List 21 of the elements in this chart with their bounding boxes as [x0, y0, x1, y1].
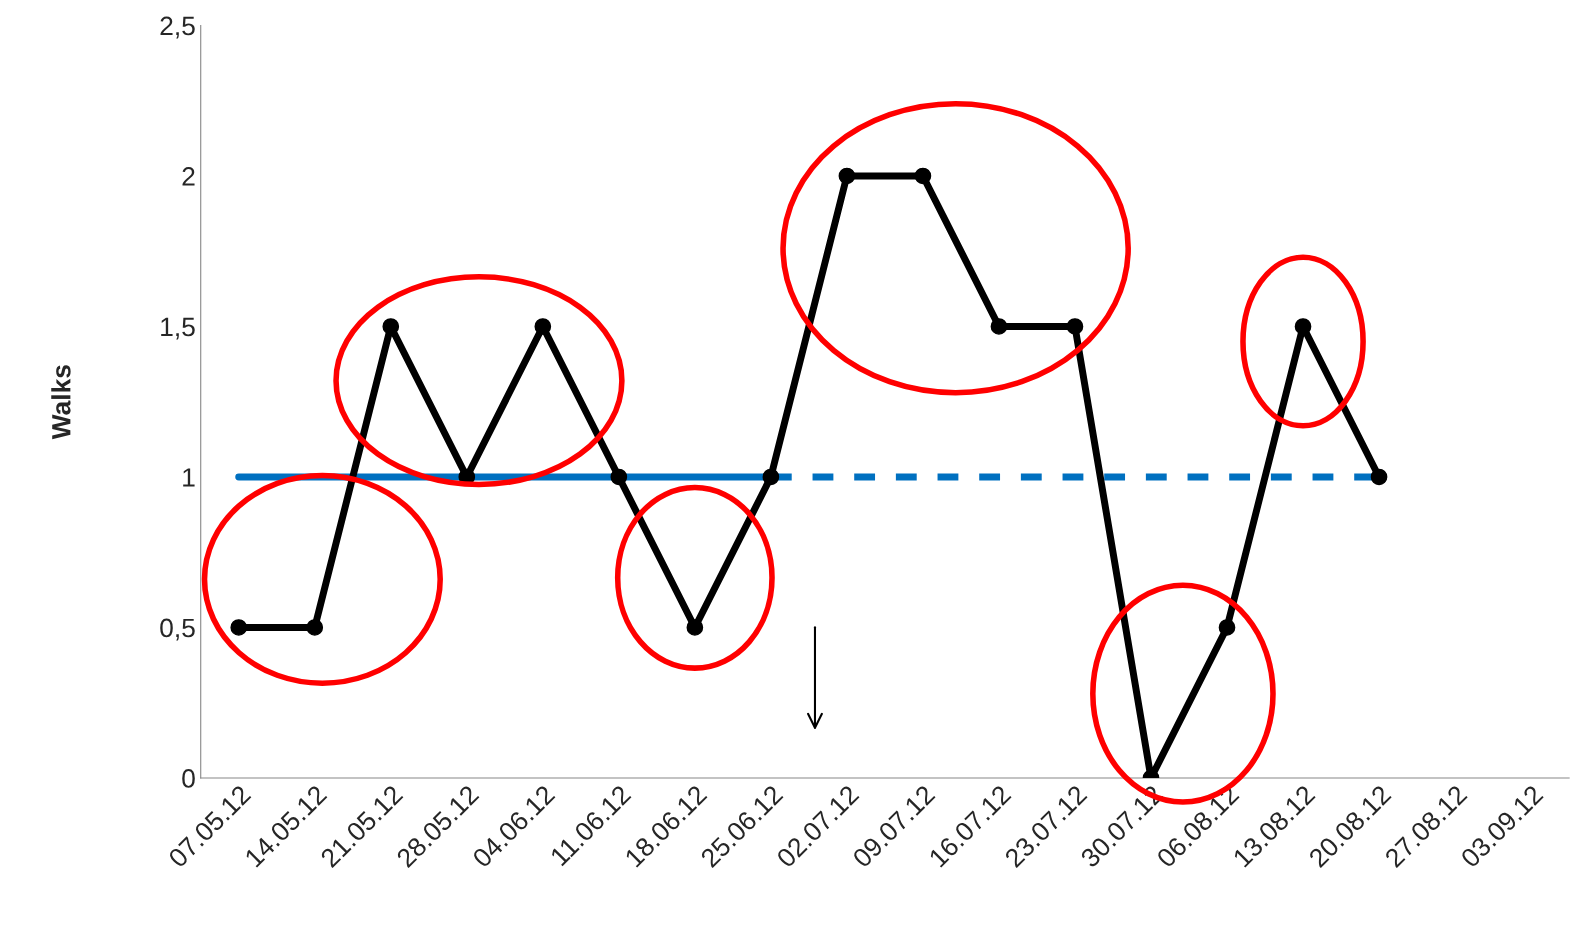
y-tick-label: 1 [183, 468, 195, 487]
y-tick-label: 2 [182, 167, 195, 186]
point [1066, 318, 1084, 335]
point [1294, 318, 1312, 335]
point [382, 318, 400, 335]
y-axis-title: Walks [51, 365, 71, 440]
y-tick-label: 0 [182, 769, 195, 788]
point [686, 619, 704, 636]
point [914, 167, 932, 185]
point [838, 167, 856, 185]
point [762, 468, 780, 486]
point [990, 318, 1008, 335]
point [230, 619, 248, 636]
point [1218, 619, 1236, 636]
point [1370, 468, 1388, 486]
y-tick-label: 1,5 [161, 317, 195, 340]
point [306, 619, 324, 636]
point [534, 318, 552, 335]
point [610, 468, 628, 486]
y-tick-label: 2,5 [160, 16, 195, 39]
y-tick-label: 0,5 [160, 618, 195, 641]
